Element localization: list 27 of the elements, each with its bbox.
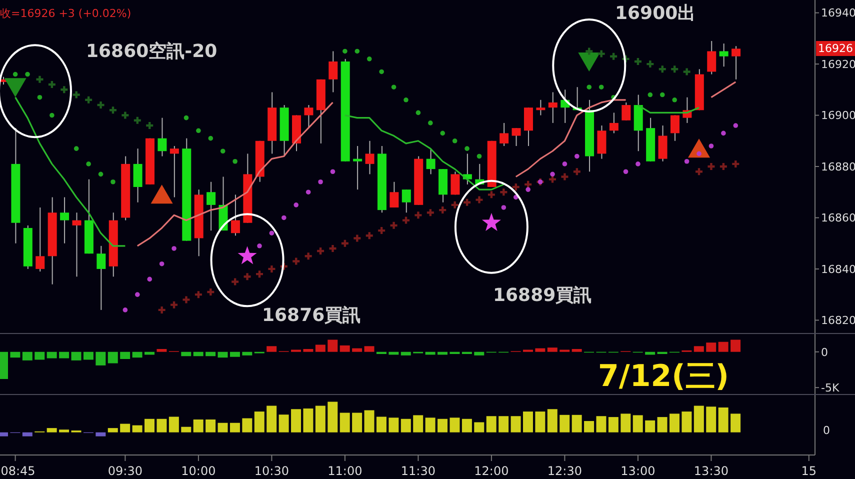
x-tick-label: 08:45: [0, 464, 36, 478]
annotation: 16876買訊: [262, 305, 361, 326]
annotation: 16889買訊: [493, 285, 592, 306]
x-tick-label: 11:00: [328, 464, 362, 478]
annotation: 7/12(三): [598, 359, 730, 394]
y-tick-label: 16860: [821, 212, 855, 225]
annotation: 16900出: [615, 3, 696, 24]
x-tick-label: 13:30: [694, 464, 729, 478]
x-tick-label: 12:00: [474, 464, 509, 478]
annotation: 16926: [816, 40, 855, 56]
x-tick-label: 12:30: [547, 464, 582, 478]
y-tick-label: 16880: [821, 160, 855, 174]
y-tick-label: -5K: [821, 381, 840, 394]
y-tick-label: 16920: [821, 58, 855, 71]
x-tick-label: 10:00: [181, 464, 216, 478]
annotation: 16860空訊-20: [86, 41, 218, 62]
annotation: 收=16926 +3 (+0.02%): [0, 7, 132, 20]
x-tick-label: 10:30: [254, 464, 289, 478]
y-tick-label: 16820: [821, 314, 855, 328]
x-tick-label: 13:00: [620, 464, 656, 478]
x-tick-label: 15: [801, 464, 817, 478]
y-tick-label: 16900: [821, 109, 855, 122]
y-tick-label: 16840: [821, 262, 855, 276]
y-tick-label: 16940: [821, 6, 855, 20]
x-tick-label: 09:30: [108, 464, 142, 478]
x-tick-label: 11:30: [400, 464, 436, 478]
y-tick-label: 0: [821, 346, 828, 359]
